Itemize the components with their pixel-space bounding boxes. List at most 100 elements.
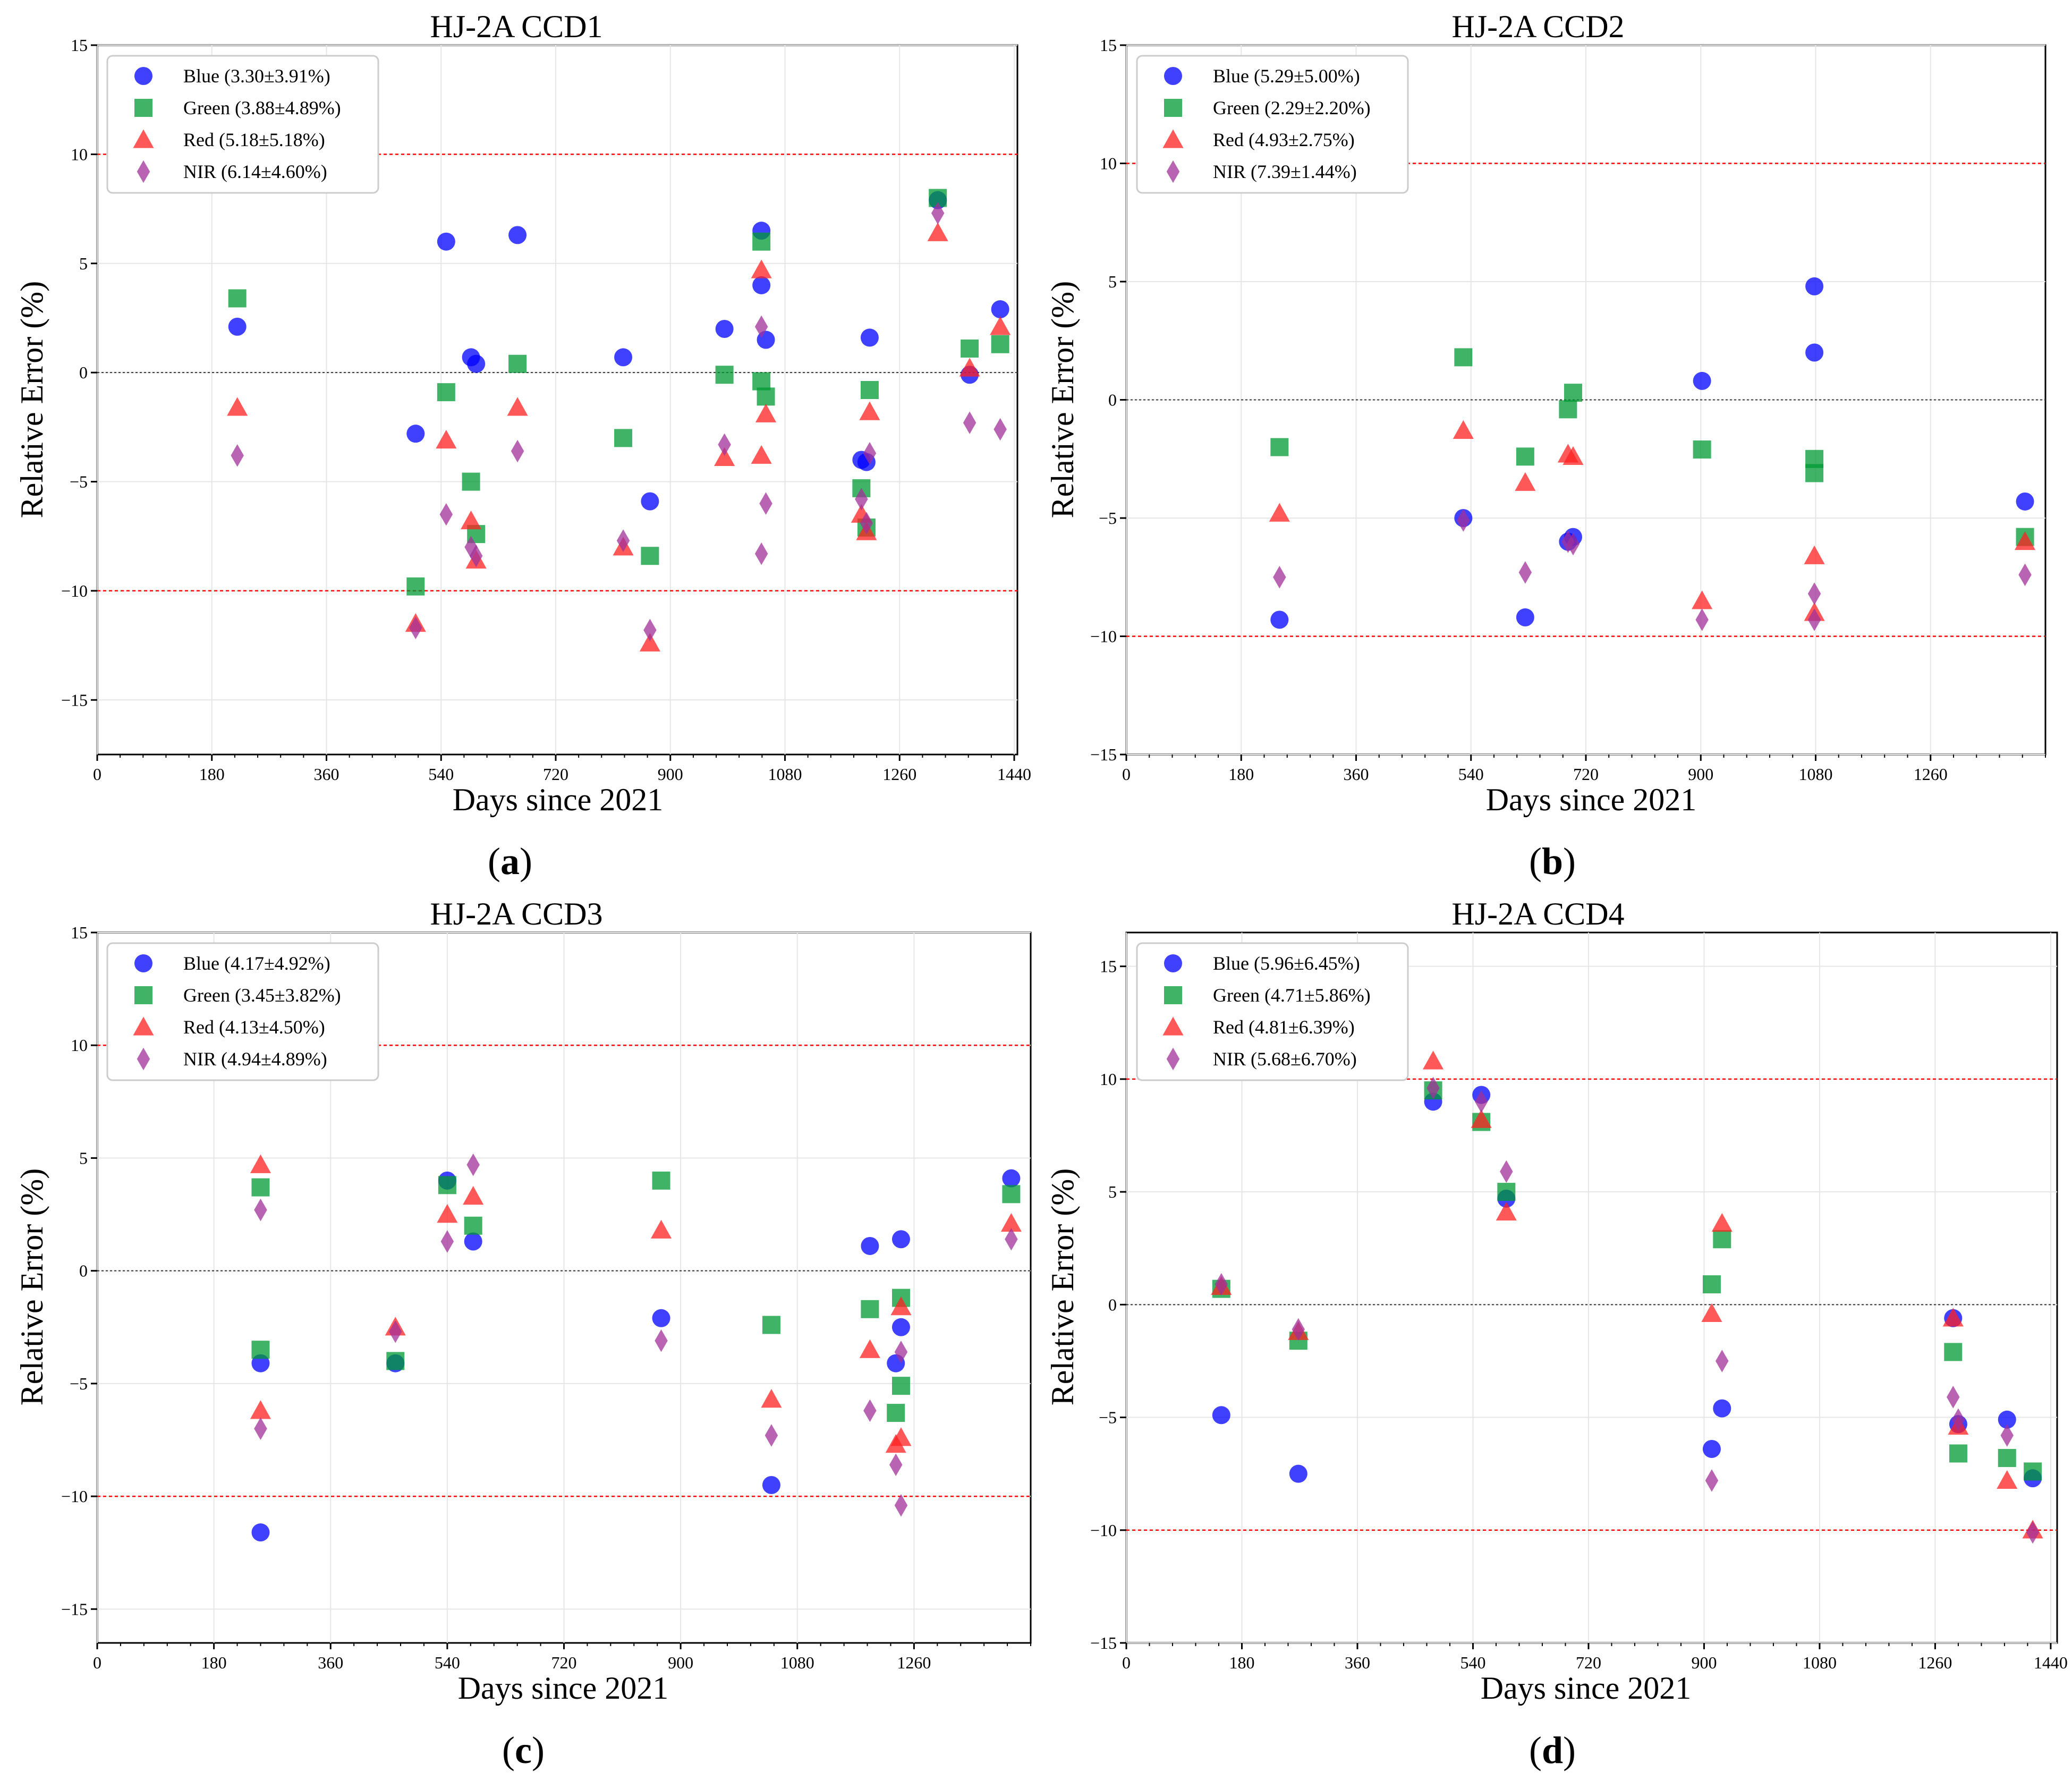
legend-marker-blue xyxy=(1164,954,1182,972)
data-marks xyxy=(1211,1050,2043,1544)
point-blue xyxy=(508,226,527,244)
point-green xyxy=(508,354,527,373)
y-tick-label: 0 xyxy=(1108,391,1117,410)
point-green xyxy=(752,232,771,251)
point-nir xyxy=(439,503,453,526)
point-nir xyxy=(2026,1521,2040,1544)
point-green xyxy=(887,1404,905,1422)
legend-marker-blue xyxy=(134,67,152,85)
point-red xyxy=(1711,1213,1733,1232)
y-axis-label: Relative Error (%) xyxy=(14,281,49,518)
y-tick-label: −10 xyxy=(1090,1521,1117,1540)
y-tick-label: 10 xyxy=(71,1036,88,1055)
y-tick-label: 5 xyxy=(79,1148,88,1167)
legend-entry-nir: NIR (5.68±6.70%) xyxy=(1213,1048,1357,1070)
point-red xyxy=(1496,1201,1517,1220)
point-nir xyxy=(754,315,768,338)
point-nir xyxy=(863,1399,877,1422)
point-nir xyxy=(466,1153,480,1176)
point-nir xyxy=(894,1494,908,1517)
y-tick-label: 15 xyxy=(1100,957,1117,976)
point-blue xyxy=(652,1309,670,1327)
x-tick-label: 0 xyxy=(93,765,101,784)
point-blue xyxy=(1212,1406,1230,1425)
chart-title: HJ-2A CCD2 xyxy=(1451,9,1624,44)
x-tick-label: 1260 xyxy=(1918,1653,1952,1672)
point-nir xyxy=(643,618,657,642)
point-green xyxy=(464,1216,482,1235)
legend-marker-nir xyxy=(137,160,150,183)
legend-entry-nir: NIR (7.39±1.44%) xyxy=(1213,161,1357,182)
point-red xyxy=(859,401,880,420)
legend-entry-green: Green (2.29±2.20%) xyxy=(1213,97,1371,118)
point-green xyxy=(1559,400,1577,419)
x-tick-label: 180 xyxy=(1229,1653,1254,1672)
point-blue xyxy=(891,1318,910,1336)
point-blue xyxy=(1002,1169,1021,1188)
point-red xyxy=(751,259,772,278)
point-nir xyxy=(759,492,772,515)
legend-marker-blue xyxy=(134,954,152,972)
x-tick-label: 1260 xyxy=(882,765,916,784)
x-tick-label: 900 xyxy=(658,765,683,784)
point-nir xyxy=(1807,582,1821,605)
point-red xyxy=(714,447,735,466)
point-red xyxy=(250,1400,271,1419)
point-red xyxy=(461,510,482,530)
point-red xyxy=(890,1296,912,1316)
point-nir xyxy=(469,544,483,567)
axis-ticks: 0 180 360 540 720 900 1080 1260 −15 −10 −5 0 5 10 15 xyxy=(61,923,1031,1672)
point-red xyxy=(1701,1303,1722,1322)
legend: Blue (5.96±6.45%) Green (4.71±5.86%) Red… xyxy=(1136,942,1409,1081)
point-blue xyxy=(614,348,633,367)
point-blue xyxy=(1998,1410,2016,1429)
panel-d: HJ-2A CCD4 0 180 360 540 720 900 1080 1260 1440 −… xyxy=(1045,896,2068,1771)
x-axis-label: Days since 2021 xyxy=(458,1671,669,1706)
point-green xyxy=(1998,1448,2016,1467)
point-nir xyxy=(1426,1077,1440,1100)
point-green xyxy=(961,339,979,358)
point-blue xyxy=(437,232,455,251)
point-nir xyxy=(1951,1408,1965,1431)
point-blue xyxy=(1702,1439,1721,1458)
legend-entry-red: Red (4.93±2.75%) xyxy=(1213,129,1355,150)
point-red xyxy=(436,429,457,449)
legend-entry-blue: Blue (4.17±4.92%) xyxy=(183,953,330,974)
x-tick-label: 720 xyxy=(1573,765,1599,784)
point-green xyxy=(386,1352,405,1370)
panel-a: HJ-2A CCD1 0 180 360 540 720 900 1080 1260 1440 −… xyxy=(14,9,1031,883)
legend-marker-nir xyxy=(1166,1047,1180,1071)
point-green xyxy=(1002,1185,1021,1203)
point-nir xyxy=(254,1417,267,1440)
y-tick-label: 5 xyxy=(79,254,88,273)
point-green xyxy=(752,372,771,391)
point-nir xyxy=(440,1230,454,1253)
point-blue xyxy=(860,328,879,347)
point-green xyxy=(1497,1183,1516,1201)
x-tick-label: 900 xyxy=(1691,1653,1717,1672)
y-tick-label: 15 xyxy=(71,36,88,55)
y-tick-label: −10 xyxy=(61,1487,88,1506)
point-red xyxy=(227,397,248,416)
point-green xyxy=(251,1178,270,1197)
x-axis-label: Days since 2021 xyxy=(1481,1671,1692,1706)
point-green xyxy=(991,335,1009,353)
legend-entry-green: Green (4.71±5.86%) xyxy=(1213,985,1371,1006)
y-tick-label: −15 xyxy=(61,690,88,709)
legend-entry-blue: Blue (5.29±5.00%) xyxy=(1213,65,1360,87)
panel-label: (b) xyxy=(1529,840,1576,883)
legend-marker-blue xyxy=(1164,67,1182,85)
y-tick-label: 0 xyxy=(1108,1295,1117,1314)
point-green xyxy=(1713,1230,1731,1249)
point-red xyxy=(1563,446,1584,465)
x-tick-label: 180 xyxy=(199,765,225,784)
point-green xyxy=(860,381,879,400)
y-tick-label: −5 xyxy=(70,472,88,491)
point-red xyxy=(1000,1213,1022,1232)
legend-box xyxy=(106,942,379,1081)
panel-b: HJ-2A CCD2 0 180 360 540 720 900 1080 1260 −15 −1… xyxy=(1045,9,2046,883)
y-tick-label: −10 xyxy=(61,581,88,600)
point-blue xyxy=(467,354,486,373)
x-tick-label: 0 xyxy=(1122,1653,1131,1672)
point-green xyxy=(652,1171,670,1190)
